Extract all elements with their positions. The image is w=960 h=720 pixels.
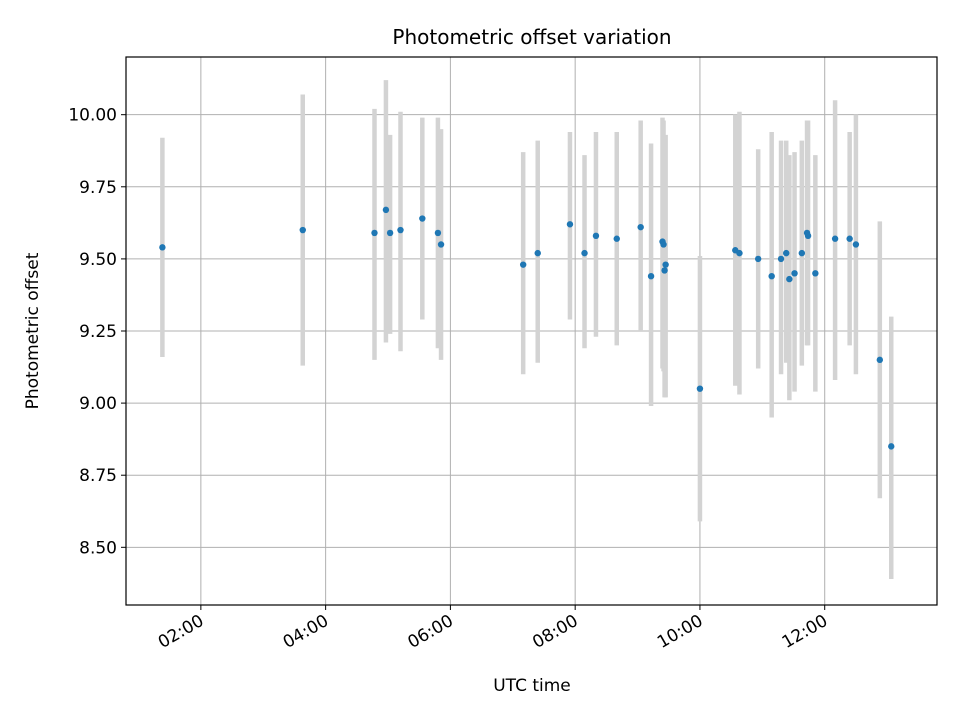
data-point (382, 206, 390, 214)
data-point (876, 356, 884, 364)
data-point (696, 385, 704, 392)
data-point (661, 267, 668, 274)
chart-title: Photometric offset variation (392, 25, 671, 49)
data-point (783, 249, 790, 257)
y-tick-label: 9.50 (79, 250, 117, 270)
data-point (299, 226, 306, 234)
data-point (662, 261, 669, 268)
data-point (637, 223, 644, 231)
data-point (791, 270, 798, 277)
y-tick-label: 8.50 (79, 538, 117, 558)
y-tick-label: 8.75 (79, 466, 117, 486)
data-point (798, 249, 806, 257)
y-tick-label: 9.75 (79, 178, 117, 198)
y-axis-label: Photometric offset (23, 252, 43, 409)
data-point (647, 273, 655, 280)
data-point (846, 235, 853, 242)
data-point (581, 249, 588, 257)
data-point (397, 226, 404, 234)
data-point (831, 235, 839, 242)
data-point (736, 249, 743, 257)
data-point (786, 275, 793, 283)
y-axis-ticks: 8.50 8.75 9.00 9.25 9.50 9.75 10.00 (68, 106, 126, 558)
data-point (519, 261, 527, 268)
y-tick-label: 10.00 (68, 106, 117, 126)
data-point (371, 229, 378, 237)
data-point (768, 273, 775, 280)
data-point (566, 221, 574, 228)
data-point (613, 235, 620, 242)
data-point (754, 255, 762, 263)
data-point (419, 215, 426, 222)
data-point (434, 229, 442, 237)
data-point (386, 229, 394, 237)
data-point (660, 241, 667, 248)
data-point (534, 249, 541, 257)
y-tick-label: 9.00 (79, 394, 117, 414)
data-point (777, 255, 785, 263)
y-tick-label: 9.25 (79, 322, 117, 342)
data-point (592, 232, 600, 240)
data-point (804, 232, 812, 240)
data-point (159, 244, 166, 251)
data-point (437, 241, 445, 248)
data-point (812, 270, 819, 277)
x-axis-label: UTC time (493, 676, 571, 696)
data-points (159, 206, 895, 450)
data-point (852, 241, 860, 248)
data-point (888, 443, 895, 450)
